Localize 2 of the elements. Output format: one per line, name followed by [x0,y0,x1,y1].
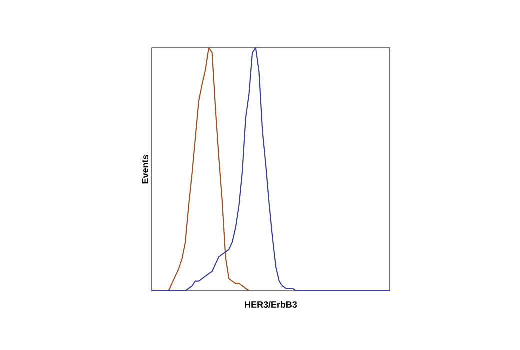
y-axis-title: Events [142,155,148,184]
x-axis-title: HER3/ErbB3 [245,301,298,308]
